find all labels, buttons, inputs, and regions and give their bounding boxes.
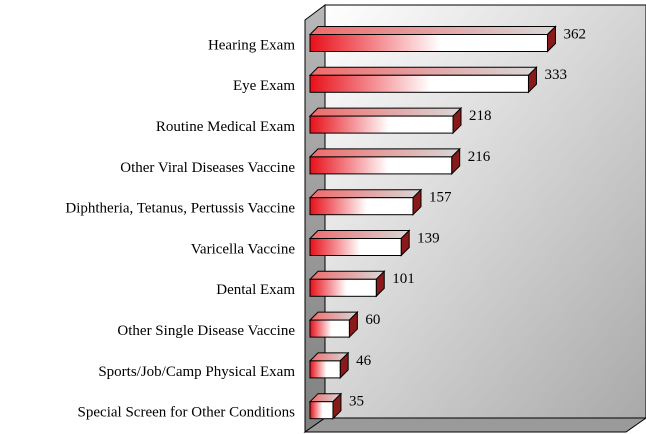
bar	[309, 401, 334, 420]
bar	[309, 34, 548, 52]
category-label: Varicella Vaccine	[191, 241, 296, 257]
category-label: Eye Exam	[233, 78, 295, 94]
bars: Hearing Exam 362 Eye Exam 333 Routine Medica…	[65, 25, 586, 421]
bar-top	[308, 66, 538, 76]
category-label: Routine Medical Exam	[156, 119, 295, 135]
bar-top	[308, 26, 557, 35]
category-label: Diphtheria, Tetanus, Pertussis Vaccine	[65, 201, 295, 217]
bar	[309, 319, 350, 338]
value-label: 139	[417, 230, 440, 246]
bar-top	[308, 270, 386, 280]
bar	[309, 156, 453, 175]
bar	[309, 115, 454, 134]
category-label: Special Screen for Other Conditions	[78, 405, 296, 421]
category-label: Dental Exam	[216, 282, 295, 298]
bar-top	[308, 107, 463, 117]
bar	[309, 278, 377, 297]
value-label: 157	[429, 190, 452, 206]
value-label: 101	[392, 271, 415, 287]
value-label: 60	[365, 312, 380, 328]
value-label: 216	[468, 149, 491, 165]
floor	[303, 417, 646, 433]
value-label: 46	[356, 353, 372, 369]
bar-top	[308, 189, 423, 199]
bar-top	[308, 148, 461, 158]
bar	[309, 238, 402, 256]
bar	[309, 360, 341, 379]
category-label: Other Single Disease Vaccine	[117, 323, 295, 339]
category-label: Sports/Job/Camp Physical Exam	[98, 364, 295, 380]
bar-top	[308, 230, 411, 239]
category-label: Other Viral Diseases Vaccine	[120, 160, 295, 176]
bar	[309, 74, 529, 93]
value-label: 362	[563, 26, 586, 42]
value-label: 218	[469, 108, 492, 124]
value-label: 333	[544, 67, 567, 83]
value-label: 35	[349, 394, 364, 410]
bar	[309, 197, 414, 216]
category-label: Hearing Exam	[208, 37, 295, 53]
